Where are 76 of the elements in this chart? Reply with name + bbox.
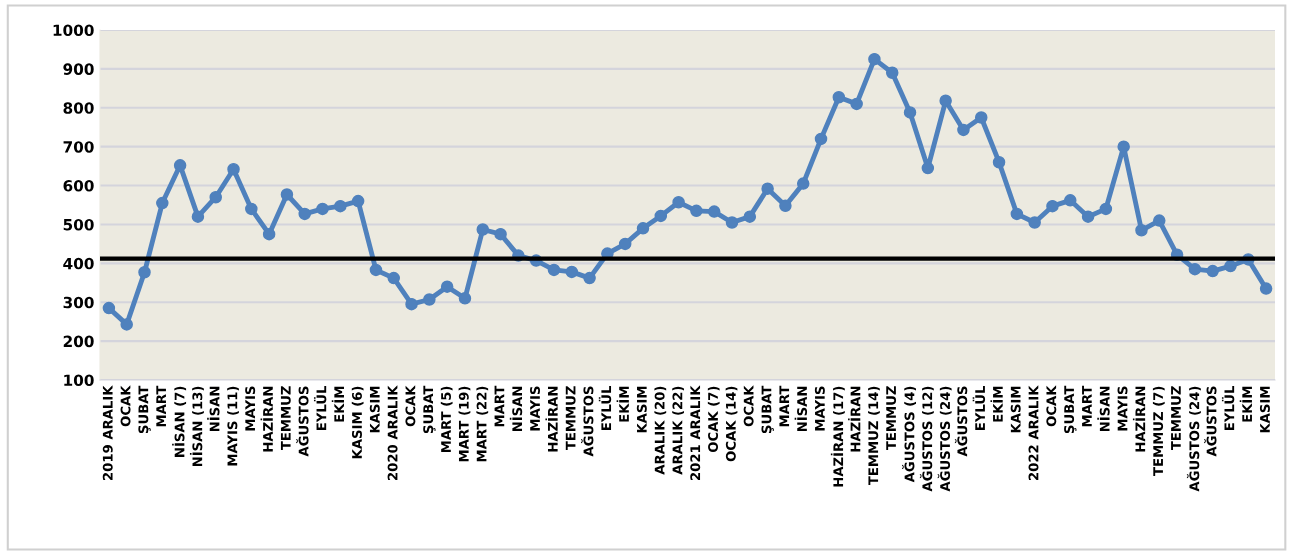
x-tick-label: EYLÜL — [313, 385, 327, 430]
x-tick-label: AĞUSTOS — [296, 386, 309, 457]
x-tick-label: TEMMUZ (7) — [1152, 386, 1165, 476]
x-tick-label: AĞUSTOS (12) — [919, 386, 934, 492]
x-tick-label: EKİM — [331, 386, 344, 422]
x-tick-label: MART — [779, 385, 790, 427]
x-tick-label: HAZİRAN — [848, 386, 861, 452]
y-tick-label: 1000 — [53, 24, 94, 37]
x-tick-label: HAZİRAN — [1132, 386, 1146, 452]
x-tick-label: OCAK — [743, 385, 754, 427]
x-tick-label: NİSAN — [509, 386, 523, 432]
x-tick-label: TEMMUZ — [280, 386, 291, 451]
y-tick-label: 600 — [63, 180, 94, 192]
x-tick-label: KASIM — [369, 386, 380, 433]
x-tick-label: MAYIS — [530, 386, 540, 431]
x-tick-label: ARALIK (20) — [654, 386, 667, 475]
x-tick-label: EYLÜL — [972, 385, 986, 430]
x-tick-label: EKİM — [990, 386, 1003, 422]
x-tick-label: NİSAN — [1097, 386, 1110, 432]
x-tick-label: TEMMUZ — [565, 386, 576, 451]
x-tick-label: MART (5) — [440, 386, 453, 453]
y-tick-label: 500 — [63, 218, 94, 231]
x-tick-label: OCAK — [1046, 385, 1057, 427]
x-tick-label: HAZİRAN — [260, 386, 273, 452]
x-tick-label: AĞUSTOS (4) — [902, 386, 917, 483]
x-tick-label: AĞUSTOS — [581, 386, 594, 457]
x-tick-label: 2022 ARALIK — [1028, 385, 1039, 480]
x-tick-label: TEMMUZ — [1171, 386, 1181, 451]
y-tick-label: 800 — [63, 102, 94, 114]
x-tick-label: NİSAN — [207, 386, 220, 432]
x-tick-label: HAZİRAN — [545, 386, 558, 452]
x-tick-label: OCAK — [405, 385, 416, 427]
x-tick-label: EKİM — [1239, 386, 1252, 422]
x-tick-label: OCAK — [120, 385, 131, 427]
x-tick-label: ŞUBAT — [761, 385, 774, 434]
x-tick-label: ŞUBAT — [423, 385, 436, 434]
x-tick-label: ŞUBAT — [1064, 385, 1077, 434]
x-tick-label: TEMMUZ — [886, 386, 897, 451]
x-tick-label: KASIM — [1010, 386, 1021, 433]
x-tick-label: MAYIS — [1117, 386, 1128, 431]
x-tick-label: NİSAN (7) — [172, 386, 187, 457]
x-tick-label: MART — [156, 385, 166, 427]
x-tick-label: 2019 ARALIK — [102, 385, 113, 480]
x-tick-label: EYLÜL — [598, 385, 612, 430]
x-tick-label: EKİM — [616, 386, 629, 422]
y-tick-label: 300 — [63, 296, 94, 309]
x-tick-label: AĞUSTOS — [954, 386, 968, 457]
x-tick-label: EYLÜL — [1221, 385, 1235, 430]
x-tick-label: KASIM (6) — [351, 386, 364, 459]
y-tick-label: 700 — [63, 141, 94, 153]
y-tick-label: 400 — [63, 257, 94, 270]
y-tick-label: 900 — [63, 63, 94, 75]
x-tick-label: MART — [494, 385, 505, 427]
x-tick-label: AĞUSTOS — [1204, 386, 1217, 457]
x-tick-label: 2020 ARALIK — [387, 385, 398, 480]
x-tick-label: ARALIK (22) — [672, 386, 684, 475]
y-tick-label: 200 — [63, 335, 94, 348]
x-tick-label: MART (22) — [476, 386, 489, 462]
x-tick-label: 2021 ARALIK — [690, 385, 701, 480]
x-tick-label: AĞUSTOS (24) — [937, 386, 952, 492]
x-tick-label: AĞUSTOS (24) — [1186, 386, 1201, 492]
y-tick-label: 100 — [64, 374, 94, 387]
x-tick-label: NİSAN (13) — [189, 386, 204, 467]
x-tick-label: KASIM — [636, 386, 647, 433]
x-tick-label: MART — [1082, 385, 1092, 427]
x-tick-label: MART (19) — [458, 386, 471, 462]
x-tick-label: KASIM — [1259, 386, 1270, 433]
x-tick-label: MAYIS — [814, 386, 825, 431]
x-tick-label: MAYIS — [245, 386, 256, 431]
x-tick-label: ŞUBAT — [138, 385, 151, 434]
x-tick-label: OCAK (14) — [725, 386, 738, 462]
x-tick-label: HAZİRAN (17) — [830, 386, 845, 487]
x-tick-label: NİSAN — [794, 386, 808, 432]
x-tick-label: MAYIS (11) — [227, 386, 239, 466]
x-tick-label: OCAK (7) — [707, 386, 720, 453]
x-tick-label: TEMMUZ (14) — [868, 386, 880, 486]
